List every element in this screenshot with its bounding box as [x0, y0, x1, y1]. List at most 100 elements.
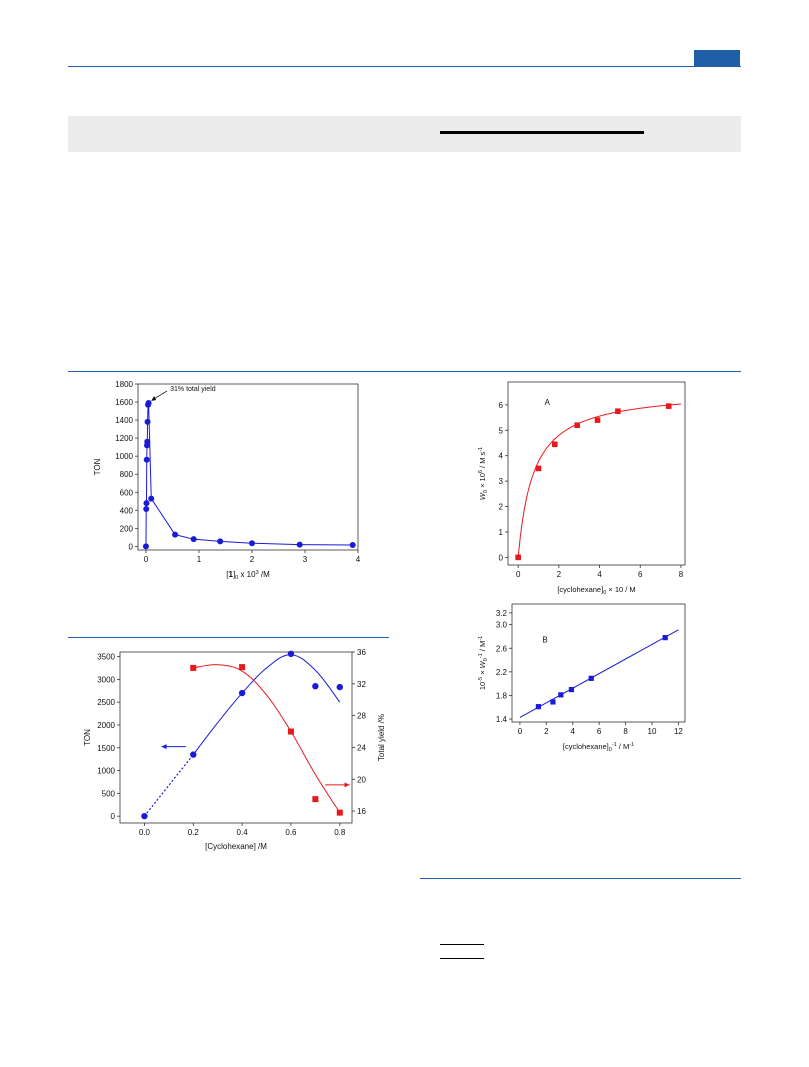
- data-point: [594, 417, 601, 423]
- plot-frame: [137, 383, 359, 551]
- data-point: [248, 540, 255, 547]
- data-point: [574, 422, 580, 429]
- ton-vs-catalyst-chart: 0 1 2 3 4 0 200 400 600 800 1000 1200 1400 1600 1800 31…: [93, 380, 361, 581]
- x-tick-label: 0.8: [334, 828, 346, 837]
- data-point: [172, 531, 179, 538]
- x-tick-label: 2: [250, 555, 255, 564]
- y-tick-label: 1200: [115, 434, 133, 443]
- figure-rule-top: [68, 371, 741, 372]
- annotation-text: 31% total yield: [170, 386, 216, 393]
- y-axis-label: 10-5 × W0-1 / M-1: [478, 636, 489, 690]
- rate-panel-a-chart: 0 2 4 6 8 0 1 2 3 4 5 6 A [cyclohexane]0 × 10 / M W0 ×…: [478, 381, 686, 596]
- y-tick-label: 1800: [115, 380, 133, 389]
- y-tick-label: 6: [499, 401, 504, 410]
- data-point: [551, 441, 558, 448]
- x-tick-label: 0: [516, 570, 521, 579]
- y-tick-label: 1000: [115, 452, 133, 461]
- y-tick-label: 3.2: [496, 609, 508, 618]
- y-tick-label: 36: [357, 648, 366, 657]
- annotation-arrowhead: [151, 395, 157, 401]
- yield-point: [190, 664, 197, 671]
- x-tick-label: 0.2: [188, 828, 200, 837]
- data-point: [535, 465, 542, 472]
- data-point: [515, 554, 521, 561]
- data-point: [143, 500, 150, 507]
- x-tick-label: 0: [518, 727, 523, 736]
- x-axis-label: [Cyclohexane] /M: [205, 842, 267, 851]
- x-axis-label: [cyclohexane]0 × 10 / M: [557, 585, 635, 596]
- y-tick-label: 2000: [97, 721, 115, 730]
- y-tick-label: 3500: [97, 653, 115, 662]
- y-tick-label: 24: [357, 743, 366, 752]
- plot-frame: [511, 603, 686, 723]
- equation-rule-2: [440, 958, 484, 959]
- yield-axis-arrowhead: [344, 782, 350, 788]
- y-tick-label: 2.6: [496, 644, 508, 653]
- yield-point: [336, 809, 343, 816]
- y-tick-label: 3: [499, 477, 504, 486]
- x-tick-label: 0.6: [285, 828, 297, 837]
- data-point: [349, 542, 356, 549]
- y-tick-label: 0: [499, 553, 504, 562]
- data-point: [144, 438, 151, 445]
- data-point: [615, 408, 621, 415]
- ton-point: [287, 650, 295, 658]
- data-point: [535, 704, 542, 710]
- y-tick-label: 2: [499, 503, 504, 512]
- data-point: [568, 686, 575, 693]
- header-rule: [68, 66, 741, 67]
- y-tick-label: 800: [120, 470, 134, 479]
- y-tick-label: 600: [120, 488, 134, 497]
- y-tick-label: 1600: [115, 398, 133, 407]
- rate-panel-b-chart: 0 2 4 6 8 10 12 1.4 1.8 2.2 2.6 3.0 3.2 B [cyclohexane…: [478, 603, 686, 753]
- data-point: [662, 635, 668, 641]
- x-tick-label: 4: [597, 570, 602, 579]
- series-line: [145, 402, 353, 547]
- y-tick-label: 28: [357, 712, 366, 721]
- ton-point: [141, 812, 148, 820]
- x-tick-label: 2: [544, 727, 549, 736]
- yield-point: [287, 728, 294, 735]
- equation-rule-1: [440, 944, 484, 945]
- y-tick-label: 200: [120, 524, 134, 533]
- x-tick-label: 8: [679, 570, 684, 579]
- x-tick-label: 6: [638, 570, 643, 579]
- extrapolation-line: [143, 754, 194, 817]
- data-point: [665, 403, 672, 409]
- plot-frame: [119, 651, 353, 824]
- data-point: [148, 495, 155, 502]
- scheme-band: [68, 116, 741, 152]
- fit-curve: [517, 403, 681, 558]
- x-tick-label: 0: [144, 555, 149, 564]
- y-tick-label: 1000: [97, 767, 115, 776]
- panel-label: B: [542, 635, 547, 644]
- plot-frame: [507, 381, 686, 566]
- x-tick-label: 3: [303, 555, 308, 564]
- y-tick-label: 500: [102, 789, 116, 798]
- ton-fit-curve: [192, 654, 341, 755]
- x-tick-label: 4: [571, 727, 576, 736]
- y-tick-label: 3.0: [496, 621, 508, 630]
- header-tab: [694, 50, 740, 66]
- y-tick-label: 1400: [115, 416, 133, 425]
- data-point: [145, 399, 152, 406]
- data-point: [144, 418, 151, 425]
- y-tick-label: 4: [499, 452, 504, 461]
- data-point: [217, 538, 224, 545]
- y-tick-label: 1.8: [496, 691, 508, 700]
- ton-axis-arrowhead: [161, 744, 167, 750]
- data-point: [143, 456, 150, 463]
- x-tick-label: 10: [648, 727, 657, 736]
- x-tick-label: 2: [557, 570, 562, 579]
- yield-point: [312, 796, 319, 803]
- ton-point: [312, 683, 319, 690]
- yield-fit-curve: [193, 664, 341, 813]
- y-tick-label: 1: [499, 528, 504, 537]
- y-tick-label: 3000: [97, 675, 115, 684]
- data-point: [588, 675, 594, 681]
- y-tick-label: 5: [499, 426, 504, 435]
- y-tick-label: 0: [129, 542, 134, 551]
- panel-label: A: [545, 398, 551, 407]
- data-point: [558, 692, 564, 698]
- figure-rule-left: [68, 637, 389, 638]
